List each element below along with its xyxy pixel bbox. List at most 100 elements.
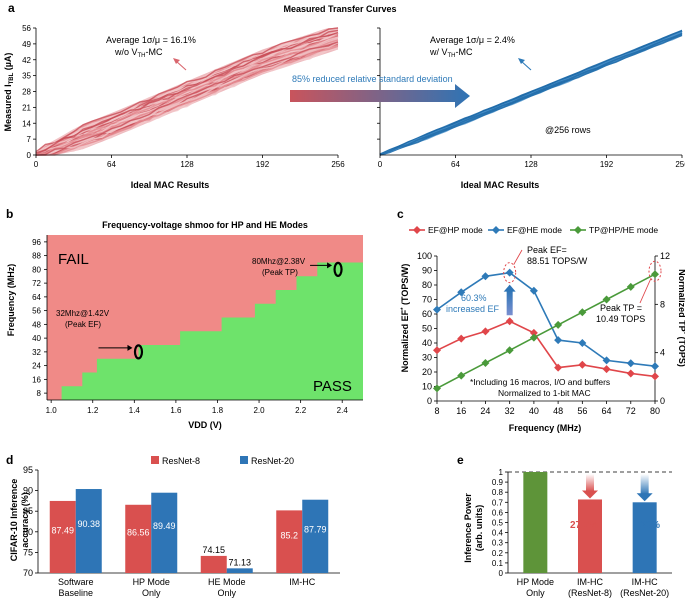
c-peak-ef-circle (503, 262, 517, 284)
a-right-xlabel: Ideal MAC Results (461, 180, 540, 190)
c-peak-tp-value: 10.49 TOPS (596, 314, 645, 324)
c-legend-marker (574, 226, 582, 234)
d-y-tick-label: 85 (23, 506, 33, 516)
b-y-tick-label: 72 (32, 279, 41, 288)
a-right-x-tick-label: 128 (524, 160, 538, 169)
b-y-tick-label: 48 (32, 320, 41, 329)
c-x-tick-label: 80 (650, 406, 660, 416)
c-x-tick-label: 72 (626, 406, 636, 416)
c-x-tick-label: 40 (529, 406, 539, 416)
c-x-tick-label: 64 (602, 406, 612, 416)
a-left-trace (35, 27, 339, 153)
a-left-note-vth: w/o VTH-MC (114, 47, 163, 59)
e-y-tick-label: 0.4 (492, 529, 504, 538)
c-x-tick-label: 8 (434, 406, 439, 416)
d-legend-swatch (240, 456, 248, 464)
c-peak-ef-leader (513, 249, 523, 265)
panel-c: c EF@HP mode EF@HE mode TP@HP/HE mode 0 10 2… (397, 207, 685, 433)
b-peak-tp-sub: (Peak TP) (262, 268, 298, 277)
a-big-arrow (290, 84, 470, 108)
panel-b-title: Frequency-voltage shmoo for HP and HE Mo… (102, 220, 308, 230)
b-peak-ef-arrowhead (127, 344, 133, 351)
c-point (554, 320, 563, 329)
c-legend: EF@HP mode EF@HE mode TP@HP/HE mode (409, 225, 658, 235)
a-left-note-sigma: Average 1σ/μ = 16.1% (106, 35, 196, 45)
a-left-trace (35, 33, 339, 156)
a-left-x-tick-label: 128 (180, 160, 194, 169)
b-x-tick-label: 2.2 (295, 406, 307, 415)
d-bar-label: 86.56 (127, 527, 150, 537)
a-left-x-tick-label: 192 (256, 160, 270, 169)
b-x-tick-label: 2.0 (253, 406, 265, 415)
c-point (433, 384, 441, 393)
c-point (481, 358, 490, 367)
c-line-EF@HP mode (436, 320, 656, 378)
e-category-label: (ResNet-20) (620, 588, 669, 598)
d-category-label: Baseline (58, 588, 93, 598)
e-bar (578, 499, 602, 573)
e-arrow-body (586, 474, 594, 492)
e-bar (632, 502, 657, 573)
b-x-tick-label: 1.6 (170, 406, 182, 415)
c-y-tick-label-left: 70 (422, 295, 432, 305)
c-peak-tp-circle (648, 260, 662, 282)
a-right-pointer-arrow (518, 58, 532, 71)
c-increase-arrowhead (503, 284, 516, 292)
e-arrow-body (640, 474, 649, 495)
d-y-tick-label: 80 (23, 527, 33, 537)
b-pass-label: PASS (313, 378, 352, 395)
a-right-trace (379, 34, 683, 156)
c-point (457, 334, 466, 343)
d-bar-ResNet-8 (200, 555, 227, 573)
e-chart: 00.10.20.30.40.5 0.60.70.80.91 HP ModeOnly… (492, 468, 672, 598)
a-left-y-tick-label: 21 (22, 103, 31, 112)
a-left-scatter-band (35, 27, 339, 156)
c-y-tick-label-right: 0 (660, 396, 665, 406)
e-arrowhead (582, 490, 598, 499)
c-point (529, 333, 538, 342)
c-peak-ef-label: Peak EF= (527, 245, 567, 255)
c-point (578, 360, 587, 369)
b-x-tick-label: 2.4 (337, 406, 349, 415)
c-point (529, 328, 538, 337)
e-bar (523, 472, 548, 573)
c-legend-marker (492, 226, 500, 234)
c-point (554, 363, 563, 372)
c-point (602, 356, 611, 365)
panel-letter-e: e (457, 453, 464, 467)
c-y-tick-label-right: 8 (660, 299, 665, 309)
b-peak-ef-marker (133, 344, 144, 360)
c-x-tick-label: 56 (577, 406, 587, 416)
d-bar-label: 85.2 (280, 531, 298, 541)
c-y-tick-label-left: 60 (422, 309, 432, 319)
a-left-y-tick-label: 35 (22, 72, 31, 81)
b-peak-ef-sub: (Peak EF) (65, 320, 101, 329)
d-category-label: Only (142, 588, 161, 598)
c-legend-label: EF@HE mode (507, 225, 562, 235)
panel-letter-c: c (397, 207, 404, 221)
a-right-trace (379, 30, 683, 156)
c-point (505, 317, 514, 326)
e-category-label: IM-HC (632, 577, 658, 587)
d-legend: ResNet-8 ResNet-20 (151, 456, 294, 466)
d-category-label: IM-HC (289, 577, 315, 587)
c-y-tick-label-left: 30 (422, 353, 432, 363)
e-y-tick-label: 0.8 (492, 488, 504, 497)
a-left-y-tick-label: 42 (22, 56, 31, 65)
d-legend-label: ResNet-20 (251, 456, 294, 466)
c-point (626, 359, 635, 368)
a-left-trace (35, 41, 339, 156)
c-point (651, 270, 659, 279)
a-left-y-tick-label: 7 (27, 135, 32, 144)
e-y-tick-label: 0.6 (492, 508, 504, 517)
a-right-x-tick-label: 0 (378, 160, 383, 169)
c-x-tick-label: 48 (553, 406, 563, 416)
b-peak-ef-label: 32Mhz@1.42V (56, 309, 110, 318)
b-y-tick-label: 96 (32, 238, 41, 247)
c-line-EF@HE mode (436, 271, 656, 367)
e-y-tick-label: 0.7 (492, 498, 504, 507)
e-ylabel-line1: Inference Power (463, 493, 473, 563)
a-left-trace (35, 34, 339, 154)
b-y-tick-label: 56 (32, 307, 41, 316)
